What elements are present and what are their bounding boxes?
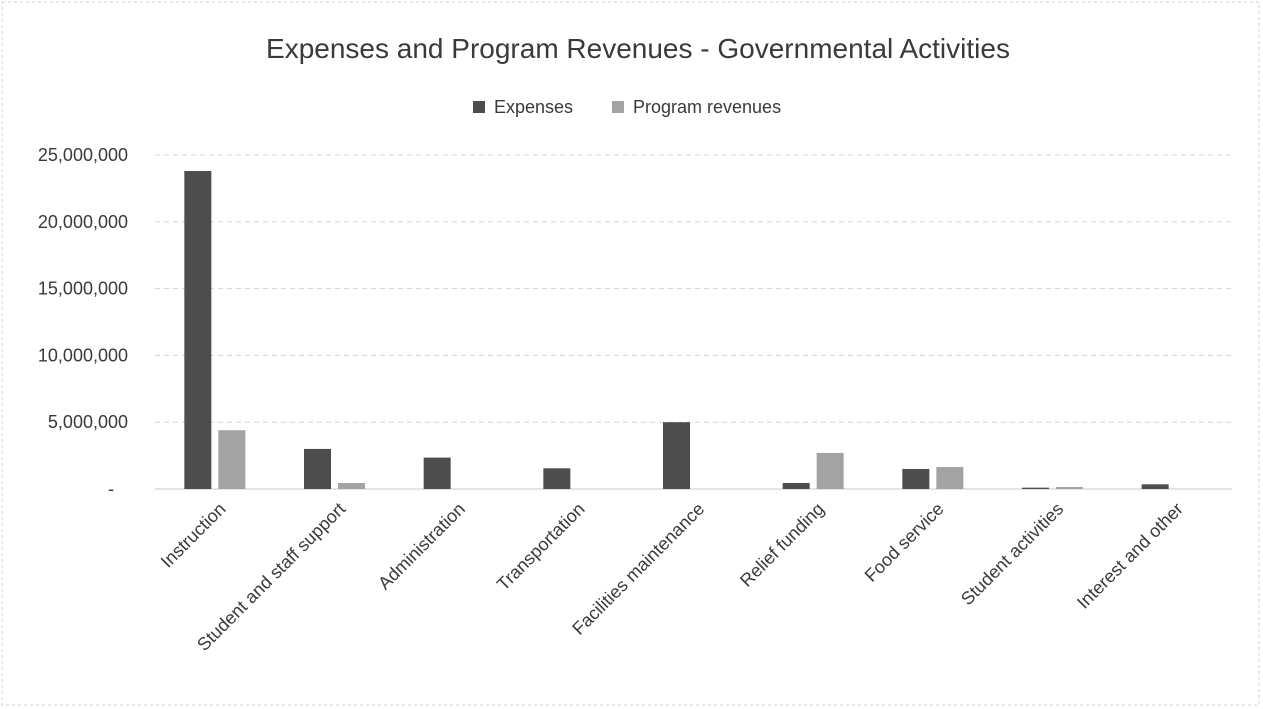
y-tick-label: 25,000,000 xyxy=(38,145,128,165)
legend-swatch-0 xyxy=(473,101,485,113)
x-tick-label: Transportation xyxy=(493,499,589,595)
x-tick-label: Relief funding xyxy=(736,499,828,591)
bars xyxy=(184,171,1169,490)
y-tick-label: 5,000,000 xyxy=(48,412,128,432)
gridlines xyxy=(155,154,1232,490)
bar-expenses-1 xyxy=(304,448,331,489)
bar-program-revenues-1 xyxy=(338,482,365,489)
bar-program-revenues-6 xyxy=(936,466,964,489)
bar-expenses-7 xyxy=(1022,487,1049,489)
bar-program-revenues-5 xyxy=(816,452,844,489)
bar-expenses-2 xyxy=(423,457,451,489)
bar-program-revenues-0 xyxy=(218,430,246,489)
x-tick-label: Instruction xyxy=(157,499,230,572)
y-tick-label: 15,000,000 xyxy=(38,279,128,299)
x-tick-label: Student activities xyxy=(957,499,1067,609)
bar-program-revenues-7 xyxy=(1056,486,1083,489)
bar-expenses-8 xyxy=(1141,484,1169,489)
legend-label-0: Expenses xyxy=(494,97,573,117)
bar-expenses-5 xyxy=(782,482,810,489)
bar-expenses-0 xyxy=(184,171,212,490)
y-axis: - 5,000,000 10,000,000 15,000,000 20,000,000… xyxy=(38,145,128,499)
x-tick-label: Administration xyxy=(374,499,469,594)
x-tick-label: Facilities maintenance xyxy=(568,499,708,639)
x-tick-label: Interest and other xyxy=(1073,499,1187,613)
legend: Expenses Program revenues xyxy=(473,97,781,117)
x-tick-label: Food service xyxy=(861,499,948,586)
bar-expenses-3 xyxy=(543,468,571,489)
bar-expenses-6 xyxy=(902,468,930,489)
y-tick-label: 10,000,000 xyxy=(38,345,128,365)
chart-title: Expenses and Program Revenues - Governme… xyxy=(266,33,1010,64)
bar-expenses-4 xyxy=(663,422,690,489)
y-tick-label: - xyxy=(108,479,114,499)
y-tick-label: 20,000,000 xyxy=(38,212,128,232)
legend-label-1: Program revenues xyxy=(633,97,781,117)
legend-swatch-1 xyxy=(612,101,624,113)
